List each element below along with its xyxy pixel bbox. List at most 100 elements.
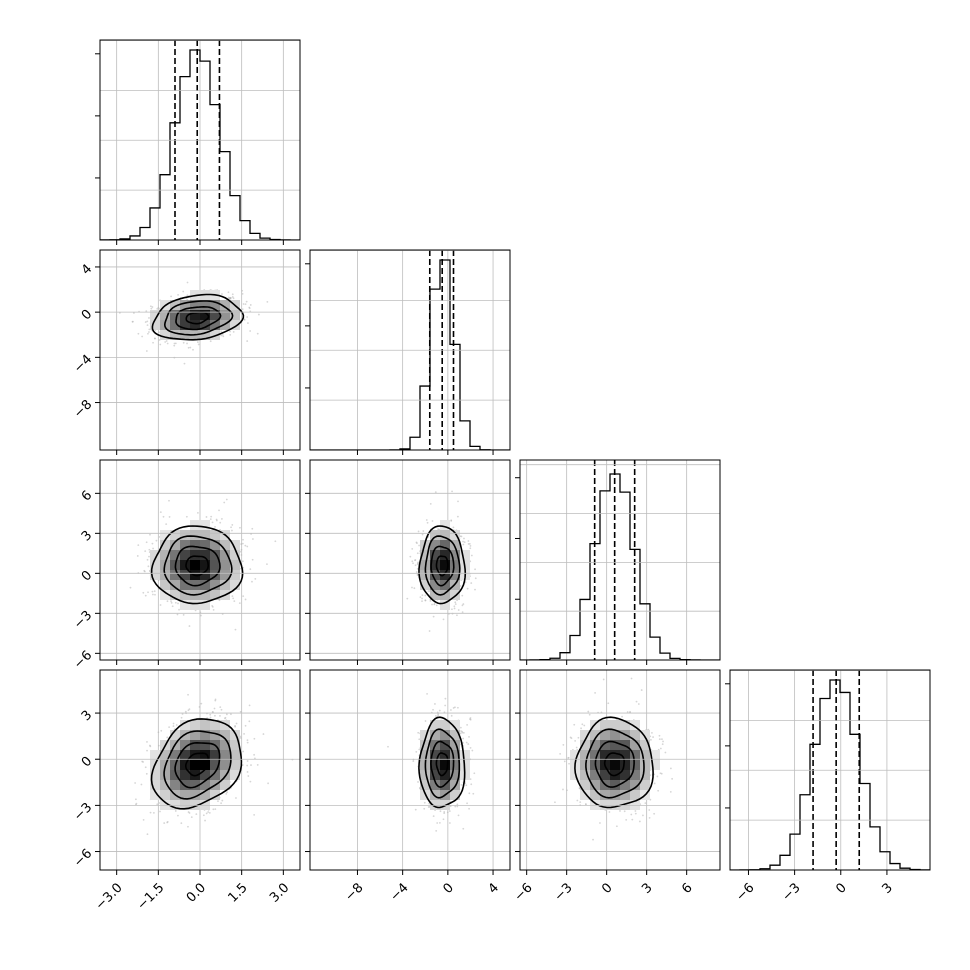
density-cell xyxy=(230,560,240,570)
density-cell xyxy=(440,570,450,580)
contour-3 xyxy=(418,525,467,605)
density-cell xyxy=(450,720,460,730)
scatter-point xyxy=(220,802,223,805)
density-cell xyxy=(180,760,190,770)
density-cell xyxy=(210,590,220,600)
scatter-point xyxy=(464,581,467,584)
scatter-point xyxy=(166,342,169,345)
scatter-point xyxy=(274,540,277,543)
scatter-point xyxy=(232,297,235,300)
scatter-point xyxy=(433,602,436,605)
scatter-point xyxy=(446,811,449,814)
scatter-point xyxy=(249,568,252,571)
y-tick-label: −8 xyxy=(71,397,95,421)
contour-3 xyxy=(150,525,244,605)
density-cell xyxy=(430,530,440,540)
scatter-point xyxy=(241,764,244,766)
scatter-point xyxy=(230,713,232,716)
scatter-point xyxy=(148,317,150,319)
scatter-point xyxy=(471,749,474,752)
scatter-point xyxy=(437,713,440,715)
density-cell xyxy=(190,720,200,730)
scatter-point xyxy=(164,341,167,343)
scatter-point xyxy=(211,521,214,524)
density-cell xyxy=(200,590,210,600)
scatter-point xyxy=(147,591,149,594)
scatter-point xyxy=(250,764,252,766)
density-cell xyxy=(430,730,440,740)
density-cell xyxy=(160,540,170,550)
density-cell xyxy=(180,790,190,800)
density-cell xyxy=(180,320,190,330)
density-cell xyxy=(160,580,170,590)
scatter-point xyxy=(246,316,249,318)
scatter-point xyxy=(249,304,252,306)
scatter-panel-2-1 xyxy=(305,459,511,665)
scatter-point xyxy=(141,760,144,763)
scatter-point xyxy=(176,613,179,616)
scatter-point xyxy=(427,590,430,592)
scatter-point xyxy=(242,303,245,305)
scatter-point xyxy=(243,733,245,735)
scatter-point xyxy=(168,726,171,729)
density-cell xyxy=(220,770,230,780)
scatter-point xyxy=(416,552,419,555)
density-cell xyxy=(440,560,450,570)
scatter-point xyxy=(225,713,228,716)
scatter-point xyxy=(414,808,417,811)
histogram-series xyxy=(520,473,720,660)
x-tick-label: 0 xyxy=(440,880,456,896)
scatter-point xyxy=(462,543,465,546)
scatter-point xyxy=(142,591,145,594)
density-cell xyxy=(210,570,220,580)
density-cell xyxy=(450,730,460,740)
density-cell xyxy=(450,770,460,780)
scatter-point xyxy=(414,564,417,567)
scatter-point xyxy=(146,320,149,323)
density-cell xyxy=(210,540,220,550)
density-cell xyxy=(450,550,460,560)
scatter-point xyxy=(252,538,254,540)
density-cell xyxy=(170,320,180,330)
scatter-point xyxy=(246,760,249,762)
scatter-point xyxy=(190,816,193,819)
density-cell xyxy=(170,750,180,760)
density-cell xyxy=(160,530,170,540)
scatter-point xyxy=(468,807,470,810)
density-cell xyxy=(220,760,230,770)
scatter-point xyxy=(221,333,224,336)
scatter-point xyxy=(242,538,244,541)
scatter-point xyxy=(171,605,174,608)
density-cell xyxy=(200,790,210,800)
density-cell xyxy=(430,580,440,590)
scatter-point xyxy=(444,704,447,707)
scatter-point xyxy=(462,827,465,830)
density-cell xyxy=(170,570,180,580)
scatter-point xyxy=(214,808,217,811)
scatter-point xyxy=(170,600,172,603)
density-cell xyxy=(450,750,460,760)
density-cell xyxy=(440,520,450,530)
scatter-point xyxy=(456,803,459,806)
density-cell xyxy=(170,300,180,310)
histogram-series xyxy=(310,259,510,450)
scatter-point xyxy=(222,335,225,338)
density-cell xyxy=(210,720,220,730)
scatter-point xyxy=(442,818,445,821)
scatter-point xyxy=(214,714,216,717)
scatter-point xyxy=(241,292,244,295)
x-tick-label: 0.0 xyxy=(184,880,209,905)
scatter-point xyxy=(231,595,234,598)
density-cell xyxy=(210,530,220,540)
scatter-point xyxy=(200,702,203,705)
scatter-point xyxy=(417,731,420,734)
scatter-point xyxy=(178,608,180,611)
contour-1 xyxy=(175,305,222,331)
scatter-point xyxy=(253,813,256,816)
density-cell xyxy=(220,730,230,740)
density-cell xyxy=(450,590,460,600)
scatter-point xyxy=(469,746,472,749)
scatter-point xyxy=(170,601,173,604)
density-cell xyxy=(160,590,170,600)
density-cell xyxy=(200,720,210,730)
